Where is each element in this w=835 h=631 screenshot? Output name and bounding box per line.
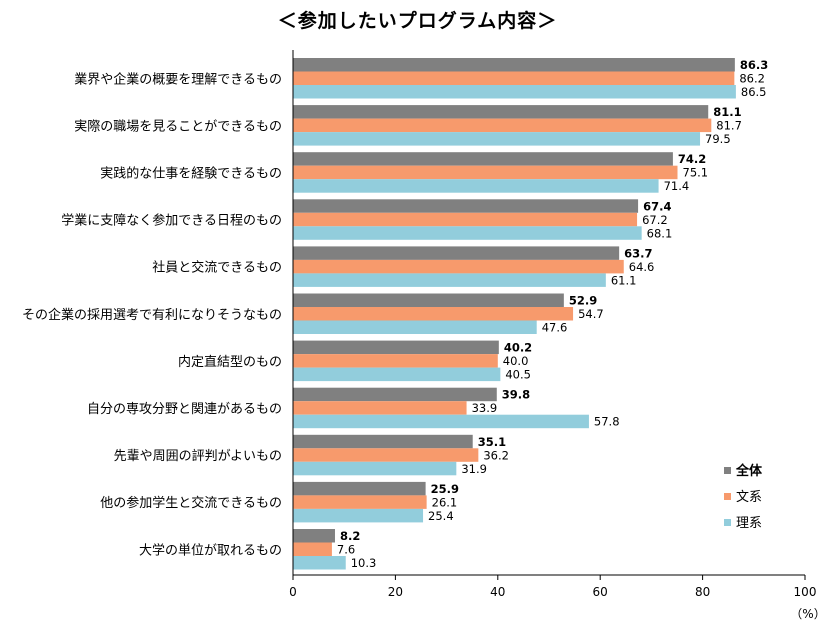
data-label: 68.1 (647, 226, 673, 240)
bar-理系-8 (293, 461, 457, 476)
x-tick-label: 60 (593, 585, 608, 599)
legend-label-理系: 理系 (736, 516, 762, 531)
bar-理系-9 (293, 508, 424, 523)
bar-全体-1 (293, 105, 709, 119)
bar-文系-3 (293, 212, 638, 227)
data-label: 47.6 (542, 321, 568, 335)
data-label: 40.2 (504, 341, 532, 355)
bar-全体-0 (293, 58, 735, 72)
legend-label-全体: 全体 (735, 463, 763, 479)
data-label: 64.6 (629, 260, 655, 274)
data-label: 31.9 (461, 462, 487, 476)
data-label: 33.9 (472, 401, 498, 415)
category-label: 実践的な仕事を経験できるもの (100, 165, 282, 181)
data-label: 8.2 (340, 529, 360, 543)
x-tick-label: 100 (794, 585, 817, 599)
legend-swatch-全体 (724, 467, 731, 474)
bar-文系-10 (293, 542, 332, 556)
data-label: 61.1 (611, 273, 637, 287)
data-label: 79.5 (705, 132, 731, 146)
bar-理系-5 (293, 320, 537, 334)
data-label: 7.6 (337, 543, 355, 557)
x-tick-label: 0 (289, 585, 297, 599)
unit-label: （%） (790, 607, 825, 621)
x-tick-label: 80 (695, 585, 710, 599)
bar-全体-8 (293, 434, 473, 449)
bar-全体-3 (293, 199, 639, 213)
bar-文系-1 (293, 118, 712, 133)
data-label: 40.5 (505, 368, 531, 382)
data-label: 75.1 (683, 166, 709, 180)
bar-理系-1 (293, 132, 701, 146)
bar-文系-9 (293, 495, 427, 509)
data-label: 39.8 (502, 388, 530, 402)
category-label: 先輩や周囲の評判がよいもの (114, 449, 282, 464)
data-label: 67.2 (642, 213, 668, 227)
category-label: 大学の単位が取れるもの (139, 542, 282, 558)
data-label: 26.1 (432, 495, 458, 509)
legend-swatch-理系 (724, 519, 731, 526)
data-label: 63.7 (624, 246, 652, 260)
bar-文系-5 (293, 307, 574, 321)
legend-label-文系: 文系 (736, 490, 762, 505)
category-label: 実際の職場を見ることができるもの (74, 118, 282, 134)
bar-理系-6 (293, 367, 501, 382)
data-label: 10.3 (351, 556, 377, 570)
category-label: 内定直結型のもの (178, 354, 282, 370)
bar-文系-4 (293, 259, 624, 274)
bar-文系-2 (293, 165, 678, 180)
data-label: 52.9 (569, 294, 597, 308)
bar-理系-0 (293, 85, 736, 99)
data-label: 71.4 (664, 179, 690, 193)
data-label: 40.0 (503, 354, 529, 368)
category-label: 他の参加学生と交流できるもの (100, 495, 282, 511)
data-label: 81.7 (716, 119, 742, 133)
bar-文系-0 (293, 71, 735, 85)
bar-理系-3 (293, 226, 642, 240)
chart-title: ＜参加したいプログラム内容＞ (277, 10, 558, 32)
bar-全体-5 (293, 293, 564, 307)
data-label: 86.5 (741, 85, 767, 99)
bar-全体-9 (293, 481, 426, 496)
bar-全体-7 (293, 387, 497, 402)
data-label: 36.2 (483, 448, 509, 462)
bar-全体-10 (293, 529, 335, 543)
data-label: 57.8 (594, 415, 620, 429)
category-label: 社員と交流できるもの (152, 260, 282, 276)
bar-理系-7 (293, 414, 589, 429)
data-label: 81.1 (713, 105, 741, 119)
data-label: 74.2 (678, 152, 706, 166)
bar-全体-6 (293, 340, 499, 355)
legend-swatch-文系 (724, 493, 731, 500)
bar-理系-4 (293, 273, 606, 287)
data-label: 67.4 (643, 199, 671, 213)
category-label: 業界や企業の概要を理解できるもの (74, 71, 282, 87)
bar-文系-6 (293, 354, 498, 368)
category-label: 自分の専攻分野と関連があるもの (87, 402, 282, 417)
x-tick-label: 40 (490, 585, 505, 599)
bar-文系-8 (293, 448, 479, 462)
x-tick-label: 20 (388, 585, 403, 599)
data-label: 54.7 (578, 307, 604, 321)
bar-全体-2 (293, 152, 673, 166)
bar-理系-10 (293, 556, 346, 570)
category-label: 学業に支障なく参加できる日程のもの (61, 213, 282, 229)
data-label: 25.9 (431, 482, 459, 496)
bar-全体-4 (293, 246, 620, 260)
data-label: 86.3 (740, 58, 768, 72)
data-label: 35.1 (478, 435, 506, 449)
bar-文系-7 (293, 401, 467, 415)
category-label: その企業の採用選考で有利になりそうなもの (22, 307, 282, 323)
bar-理系-2 (293, 179, 659, 193)
data-label: 25.4 (428, 509, 454, 523)
data-label: 86.2 (739, 72, 765, 86)
